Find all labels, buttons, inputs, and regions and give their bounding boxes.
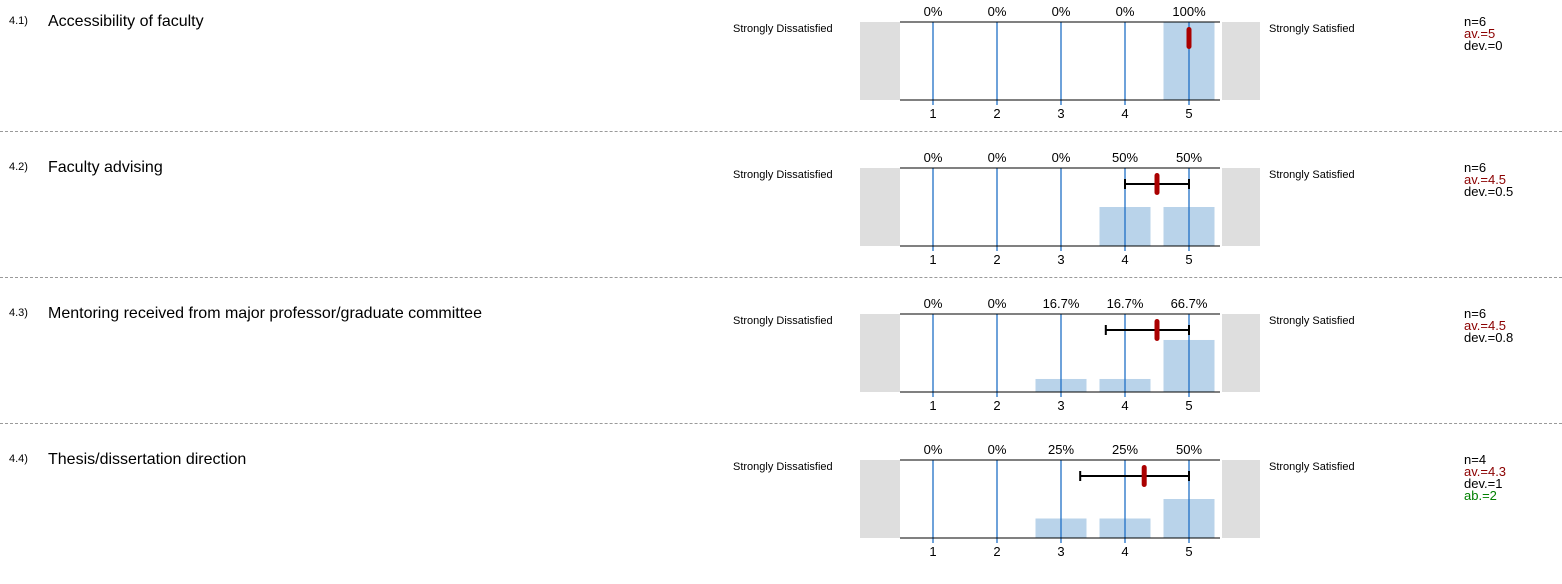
tick-label-5: 5: [1185, 544, 1192, 559]
question-4-2: 4.2) Faculty advising Strongly Dissatisf…: [0, 146, 1562, 292]
mean-marker: [1154, 173, 1160, 195]
mean-marker: [1154, 319, 1160, 341]
scale-right-label: Strongly Satisfied: [1269, 23, 1355, 35]
question-text: Accessibility of faculty: [48, 13, 204, 30]
question-4-3: 4.3) Mentoring received from major profe…: [0, 292, 1562, 438]
stat-deviation: dev.=0.5: [1464, 184, 1514, 199]
value-label-2: 0%: [988, 4, 1007, 19]
question-4-3-chart: 0% 0% 16.7% 16.7% 66.7% 1 2 3 4 5: [860, 296, 1260, 413]
question-4-4: 4.4) Thesis/dissertation direction Stron…: [0, 438, 1562, 584]
tick-label-1: 1: [929, 398, 936, 413]
stat-n: n=4: [1464, 452, 1487, 467]
value-label-3: 0%: [1052, 150, 1071, 165]
value-label-5: 50%: [1176, 150, 1202, 165]
tick-label-3: 3: [1057, 106, 1064, 121]
question-text: Faculty advising: [48, 159, 163, 176]
left-side-box: [860, 168, 900, 246]
tick-label-3: 3: [1057, 398, 1064, 413]
question-number: 4.1): [9, 15, 28, 27]
value-label-2: 0%: [988, 442, 1007, 457]
stat-deviation: dev.=0: [1464, 38, 1503, 53]
tick-label-2: 2: [993, 398, 1000, 413]
value-label-4: 25%: [1112, 442, 1138, 457]
value-label-1: 0%: [924, 4, 943, 19]
stat-n: n=6: [1464, 160, 1487, 175]
tick-label-1: 1: [929, 106, 936, 121]
stat-deviation: dev.=0.8: [1464, 330, 1514, 345]
question-number: 4.2): [9, 161, 28, 173]
stat-deviation: dev.=1: [1464, 476, 1503, 491]
scale-left-label: Strongly Dissatisfied: [733, 461, 833, 473]
question-stats: n=6 av.=4.5 dev.=0.5: [1464, 160, 1514, 199]
right-side-box: [1222, 22, 1260, 100]
scale-left-label: Strongly Dissatisfied: [733, 23, 833, 35]
right-side-box: [1222, 460, 1260, 538]
stat-average: av.=4.5: [1464, 172, 1507, 187]
tick-label-4: 4: [1121, 106, 1128, 121]
value-label-5: 100%: [1172, 4, 1206, 19]
question-text: Mentoring received from major professor/…: [48, 305, 482, 322]
tick-label-5: 5: [1185, 398, 1192, 413]
value-label-5: 50%: [1176, 442, 1202, 457]
value-label-3: 16.7%: [1043, 296, 1080, 311]
value-label-5: 66.7%: [1171, 296, 1208, 311]
value-label-2: 0%: [988, 150, 1007, 165]
value-label-4: 0%: [1116, 4, 1135, 19]
value-label-4: 50%: [1112, 150, 1138, 165]
section-divider: [0, 423, 1562, 424]
left-side-box: [860, 22, 900, 100]
question-number: 4.3): [9, 307, 28, 319]
tick-label-1: 1: [929, 544, 936, 559]
scale-right-label: Strongly Satisfied: [1269, 461, 1355, 473]
mean-marker: [1186, 27, 1192, 49]
scale-right-label: Strongly Satisfied: [1269, 169, 1355, 181]
tick-label-4: 4: [1121, 252, 1128, 267]
question-stats: n=4 av.=4.3 dev.=1 ab.=2: [1464, 452, 1507, 503]
value-label-4: 16.7%: [1107, 296, 1144, 311]
value-label-3: 25%: [1048, 442, 1074, 457]
tick-label-2: 2: [993, 106, 1000, 121]
section-divider: [0, 277, 1562, 278]
scale-left-label: Strongly Dissatisfied: [733, 169, 833, 181]
left-side-box: [860, 460, 900, 538]
tick-label-1: 1: [929, 252, 936, 267]
right-side-box: [1222, 168, 1260, 246]
question-4-1-chart: 0% 0% 0% 0% 100% 1 2 3 4 5: [860, 4, 1260, 121]
tick-label-3: 3: [1057, 252, 1064, 267]
question-4-4-chart: 0% 0% 25% 25% 50% 1 2 3 4 5: [860, 442, 1260, 559]
mean-marker: [1141, 465, 1147, 487]
stat-average: av.=4.5: [1464, 318, 1507, 333]
value-label-1: 0%: [924, 150, 943, 165]
stat-n: n=6: [1464, 306, 1487, 321]
stat-average: av.=4.3: [1464, 464, 1507, 479]
tick-label-5: 5: [1185, 106, 1192, 121]
question-number: 4.4): [9, 453, 28, 465]
stat-abstentions: ab.=2: [1464, 488, 1497, 503]
tick-label-2: 2: [993, 252, 1000, 267]
stat-n: n=6: [1464, 14, 1487, 29]
value-label-3: 0%: [1052, 4, 1071, 19]
stat-average: av.=5: [1464, 26, 1496, 41]
scale-right-label: Strongly Satisfied: [1269, 315, 1355, 327]
tick-label-5: 5: [1185, 252, 1192, 267]
value-label-1: 0%: [924, 442, 943, 457]
question-stats: n=6 av.=4.5 dev.=0.8: [1464, 306, 1514, 345]
section-divider: [0, 131, 1562, 132]
left-side-box: [860, 314, 900, 392]
tick-label-4: 4: [1121, 398, 1128, 413]
right-side-box: [1222, 314, 1260, 392]
question-4-2-chart: 0% 0% 0% 50% 50% 1 2 3 4 5: [860, 150, 1260, 267]
tick-label-3: 3: [1057, 544, 1064, 559]
question-text: Thesis/dissertation direction: [48, 451, 247, 468]
question-4-1: 4.1) Accessibility of faculty Strongly D…: [0, 0, 1562, 146]
question-stats: n=6 av.=5 dev.=0: [1464, 14, 1503, 53]
tick-label-4: 4: [1121, 544, 1128, 559]
value-label-2: 0%: [988, 296, 1007, 311]
value-label-1: 0%: [924, 296, 943, 311]
scale-left-label: Strongly Dissatisfied: [733, 315, 833, 327]
tick-label-2: 2: [993, 544, 1000, 559]
